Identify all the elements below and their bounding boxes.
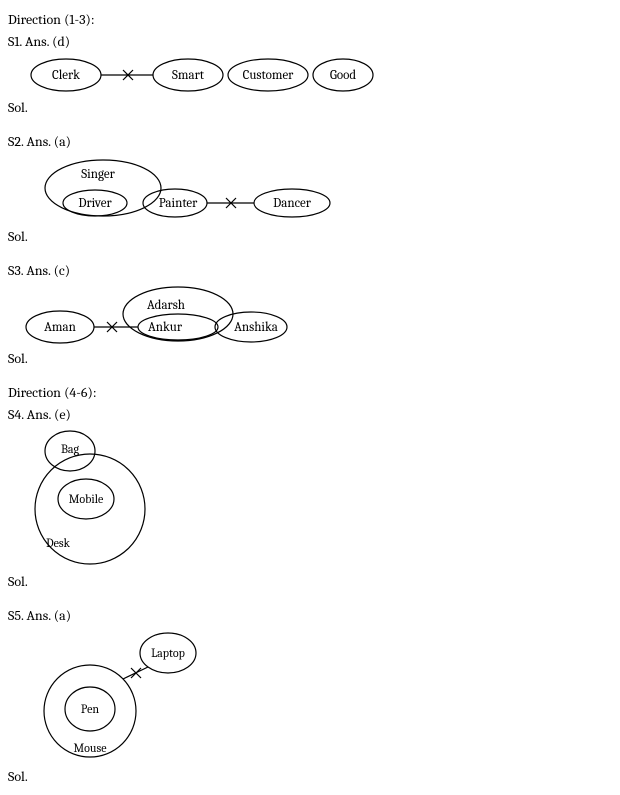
direction-1-3: Direction (1-3): [8,10,612,30]
venn-diagram-s1: Clerk Smart Customer Good [8,55,612,95]
venn-label: Painter [159,196,198,211]
venn-label: Driver [78,196,112,211]
venn-label: Mouse [74,741,108,755]
venn-label: Aman [44,320,76,335]
s1-sol: Sol. [8,99,612,116]
venn-svg-s5: Laptop Mouse Pen [8,629,208,764]
s3-sol: Sol. [8,350,612,367]
venn-label: Pen [81,702,99,716]
venn-svg-s4: Bag Desk Mobile [8,429,158,569]
s1-answer: S1. Ans. (d) [8,32,612,52]
venn-label: Singer [81,167,115,182]
venn-label: Anshika [234,320,278,335]
direction-4-6: Direction (4-6): [8,383,612,403]
venn-label: Bag [61,442,80,456]
venn-label: Good [330,68,356,83]
s5-answer: S5. Ans. (a) [8,606,612,626]
s4-sol: Sol. [8,573,612,590]
venn-label: Customer [243,68,295,83]
venn-label: Mobile [69,492,104,506]
venn-svg-s3: Aman Adarsh Ankur Anshika [8,284,293,346]
venn-label: Adarsh [147,298,185,313]
venn-label: Desk [46,536,70,550]
venn-diagram-s2: Singer Driver Painter Dancer [8,156,612,224]
s2-sol: Sol. [8,228,612,245]
s3-answer: S3. Ans. (c) [8,261,612,281]
venn-diagram-s3: Aman Adarsh Ankur Anshika [8,284,612,346]
venn-label: Dancer [273,196,312,211]
venn-diagram-s4: Bag Desk Mobile [8,429,612,569]
venn-svg-s2: Singer Driver Painter Dancer [8,156,338,224]
s2-answer: S2. Ans. (a) [8,132,612,152]
s4-answer: S4. Ans. (e) [8,405,612,425]
venn-label: Smart [172,68,205,83]
venn-label: Clerk [52,68,80,83]
venn-label: Ankur [148,320,183,335]
venn-diagram-s5: Laptop Mouse Pen [8,629,612,764]
venn-label: Laptop [151,646,185,660]
venn-svg-s1: Clerk Smart Customer Good [8,55,378,95]
s5-sol: Sol. [8,768,612,785]
